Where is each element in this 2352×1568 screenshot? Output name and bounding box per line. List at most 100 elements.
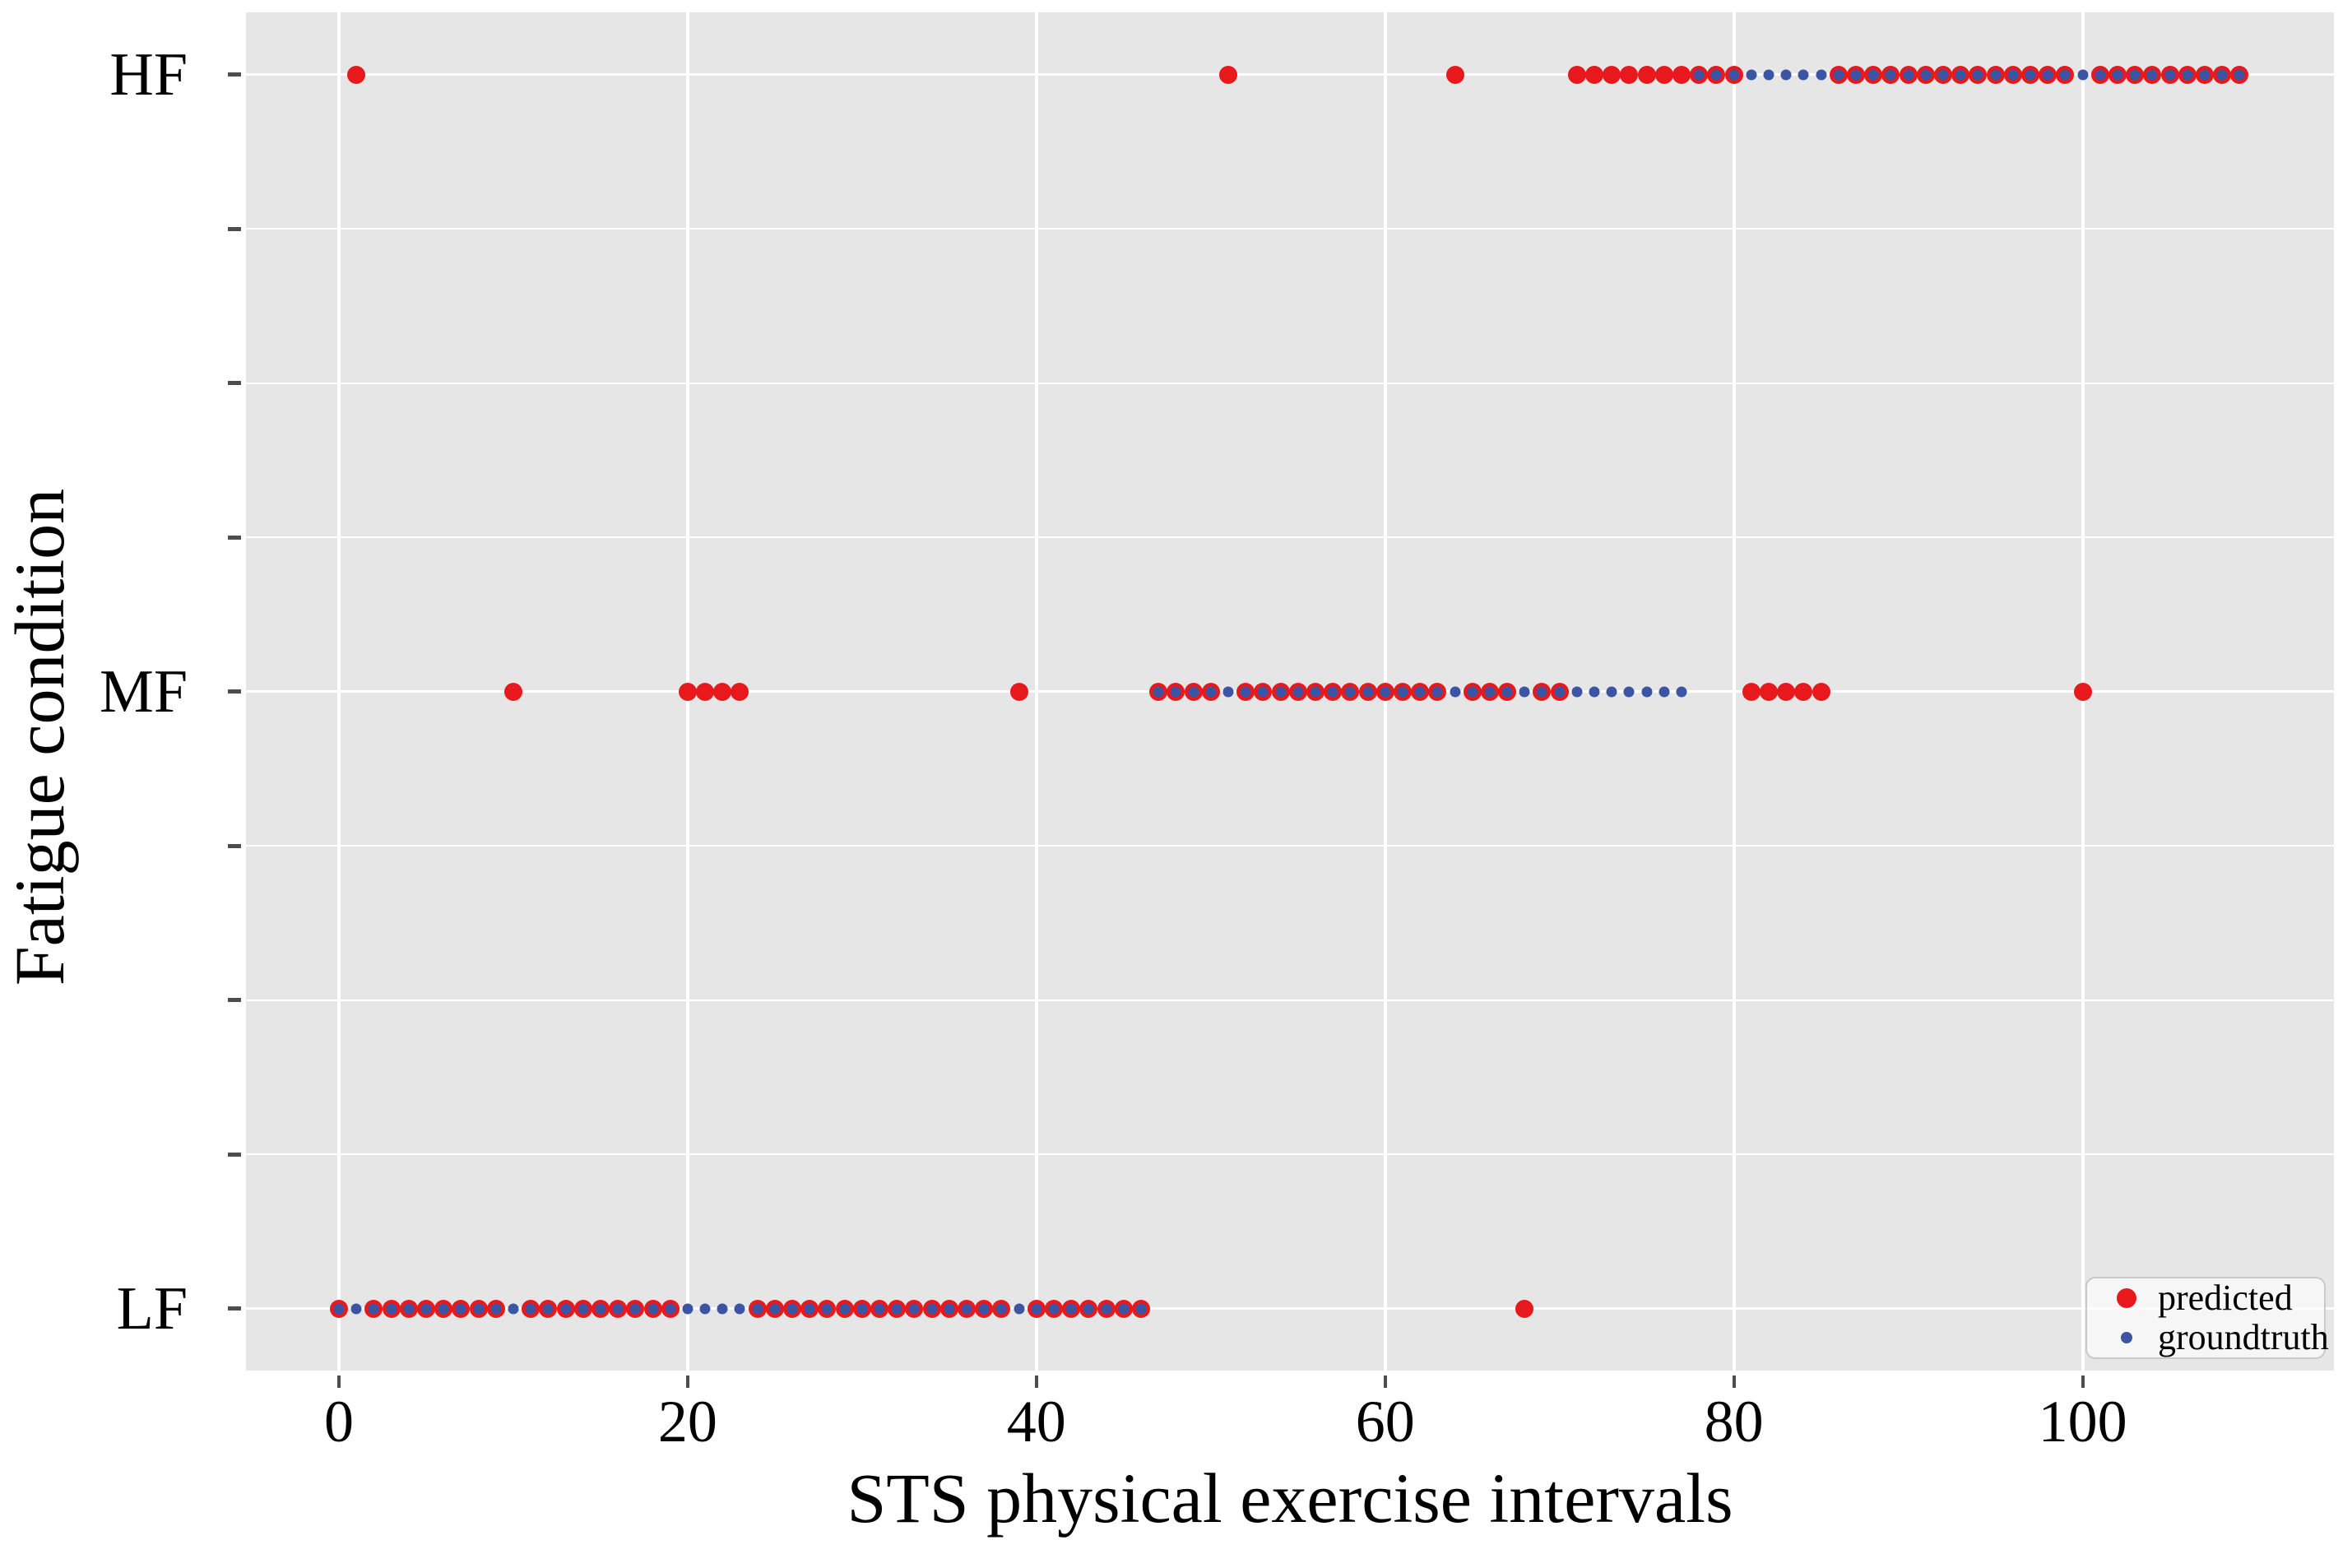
data-point-groundtruth [1554,686,1566,698]
data-point-predicted [678,682,697,701]
data-point-groundtruth [1571,686,1583,698]
data-point-groundtruth [1450,686,1460,698]
data-point-groundtruth [995,1303,1007,1315]
data-point-predicted [696,682,715,701]
data-point-groundtruth [1048,1303,1060,1315]
data-point-groundtruth [717,1303,728,1315]
data-point-groundtruth [961,1303,972,1315]
data-point-groundtruth [1937,69,1949,81]
data-point-groundtruth [891,1303,902,1315]
data-point-predicted [1812,682,1830,701]
data-point-groundtruth [1101,1303,1112,1315]
legend-entry-groundtruth: groundtruth [2095,1320,2329,1356]
data-point-predicted [1672,65,1691,84]
data-point-predicted [1637,65,1656,84]
data-point-groundtruth [1623,686,1635,698]
data-point-predicted [1218,65,1237,84]
data-point-groundtruth [438,1303,449,1315]
data-point-groundtruth [1031,1303,1042,1315]
data-point-predicted [1620,65,1639,84]
data-point-groundtruth [944,1303,955,1315]
data-point-groundtruth [2146,69,2158,81]
data-point-groundtruth [1606,686,1617,698]
data-point-groundtruth [2129,69,2141,81]
plot-area: predicted groundtruth [246,12,2334,1371]
data-point-groundtruth [1292,686,1304,698]
data-point-groundtruth [786,1303,798,1315]
data-point-groundtruth [1467,686,1478,698]
data-point-predicted [1445,65,1464,84]
data-point-groundtruth [699,1303,711,1315]
data-point-groundtruth [839,1303,851,1315]
data-point-groundtruth [1501,686,1513,698]
data-point-groundtruth [508,1303,519,1315]
data-point-groundtruth [490,1303,502,1315]
data-point-groundtruth [455,1303,466,1315]
data-point-predicted [503,682,522,701]
data-point-predicted [1760,682,1779,701]
data-point-groundtruth [1641,686,1653,698]
data-point-groundtruth [473,1303,485,1315]
data-point-groundtruth [2095,69,2106,81]
data-point-predicted [713,682,732,701]
data-point-groundtruth [1484,686,1496,698]
data-point-predicted [1777,682,1796,701]
data-point-groundtruth [2182,69,2193,81]
data-point-predicted [1009,682,1028,701]
data-point-groundtruth [1170,686,1181,698]
data-point-groundtruth [420,1303,432,1315]
y-gridline-major [246,1307,2334,1311]
data-point-groundtruth [333,1303,345,1315]
x-tick-mark [1732,1375,1736,1388]
x-gridline-major [1034,12,1038,1371]
groundtruth-marker-icon [2095,1332,2158,1343]
y-tick-mark [228,72,241,77]
data-point-groundtruth [2007,69,2019,81]
data-point-groundtruth [2216,69,2228,81]
y-gridline-minor [246,999,2334,1001]
x-gridline-major [336,12,341,1371]
y-tick-mark [228,843,241,848]
y-tick-mark [228,381,241,386]
data-point-groundtruth [1310,686,1321,698]
y-gridline-minor [246,228,2334,230]
data-point-groundtruth [1240,686,1251,698]
x-axis-title: STS physical exercise intervals [847,1459,1733,1538]
data-point-groundtruth [926,1303,938,1315]
data-point-groundtruth [1014,1303,1025,1315]
data-point-groundtruth [1205,686,1217,698]
data-point-groundtruth [2112,69,2123,81]
data-point-groundtruth [1065,1303,1077,1315]
data-point-groundtruth [1885,69,1896,81]
data-point-groundtruth [2042,69,2053,81]
data-point-groundtruth [1746,69,1757,81]
x-tick-label: 80 [1704,1389,1764,1454]
data-point-groundtruth [368,1303,379,1315]
data-point-groundtruth [1327,686,1338,698]
data-point-groundtruth [752,1303,763,1315]
data-point-groundtruth [978,1303,990,1315]
x-tick-mark [336,1375,341,1388]
data-point-predicted [1654,65,1673,84]
data-point-groundtruth [386,1303,397,1315]
data-point-groundtruth [665,1303,676,1315]
data-point-groundtruth [1397,686,1408,698]
y-gridline-minor [246,382,2334,384]
data-point-groundtruth [1083,1303,1094,1315]
data-point-groundtruth [1344,686,1356,698]
data-point-groundtruth [1867,69,1879,81]
legend-entry-predicted: predicted [2095,1280,2316,1316]
data-point-groundtruth [1118,1303,1130,1315]
data-point-groundtruth [1222,686,1234,698]
data-point-predicted [1794,682,1813,701]
data-point-groundtruth [1188,686,1199,698]
data-point-groundtruth [769,1303,781,1315]
x-tick-mark [2081,1375,2085,1388]
data-point-groundtruth [2164,69,2176,81]
data-point-groundtruth [1920,69,1932,81]
data-point-groundtruth [804,1303,815,1315]
data-point-groundtruth [1257,686,1269,698]
data-point-groundtruth [1850,69,1862,81]
y-category-label-hf: HF [109,40,188,109]
